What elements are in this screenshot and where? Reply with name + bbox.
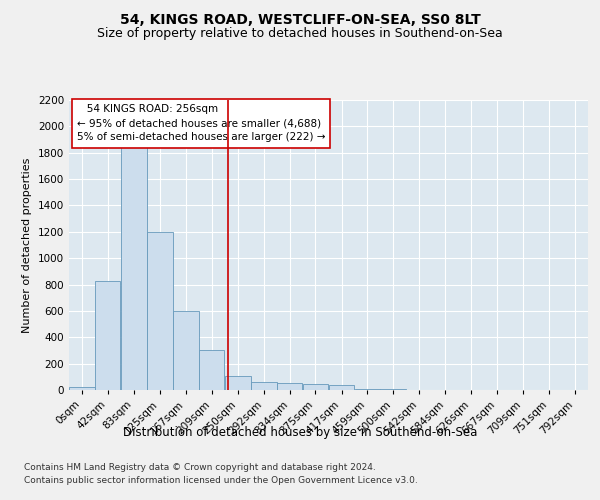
Bar [329,386,355,390]
Bar [147,232,173,390]
Text: 54, KINGS ROAD, WESTCLIFF-ON-SEA, SS0 8LT: 54, KINGS ROAD, WESTCLIFF-ON-SEA, SS0 8L… [119,12,481,26]
Bar [199,350,224,390]
Bar [121,140,146,390]
Text: Contains HM Land Registry data © Crown copyright and database right 2024.: Contains HM Land Registry data © Crown c… [24,462,376,471]
Bar [69,386,95,390]
Text: Contains public sector information licensed under the Open Government Licence v3: Contains public sector information licen… [24,476,418,485]
Bar [95,280,121,390]
Bar [277,384,302,390]
Text: 54 KINGS ROAD: 256sqm
← 95% of detached houses are smaller (4,688)
5% of semi-de: 54 KINGS ROAD: 256sqm ← 95% of detached … [77,104,325,142]
Bar [251,382,277,390]
Text: Distribution of detached houses by size in Southend-on-Sea: Distribution of detached houses by size … [123,426,477,439]
Bar [173,311,199,390]
Y-axis label: Number of detached properties: Number of detached properties [22,158,32,332]
Text: Size of property relative to detached houses in Southend-on-Sea: Size of property relative to detached ho… [97,28,503,40]
Bar [225,376,251,390]
Bar [302,384,328,390]
Bar [355,388,380,390]
